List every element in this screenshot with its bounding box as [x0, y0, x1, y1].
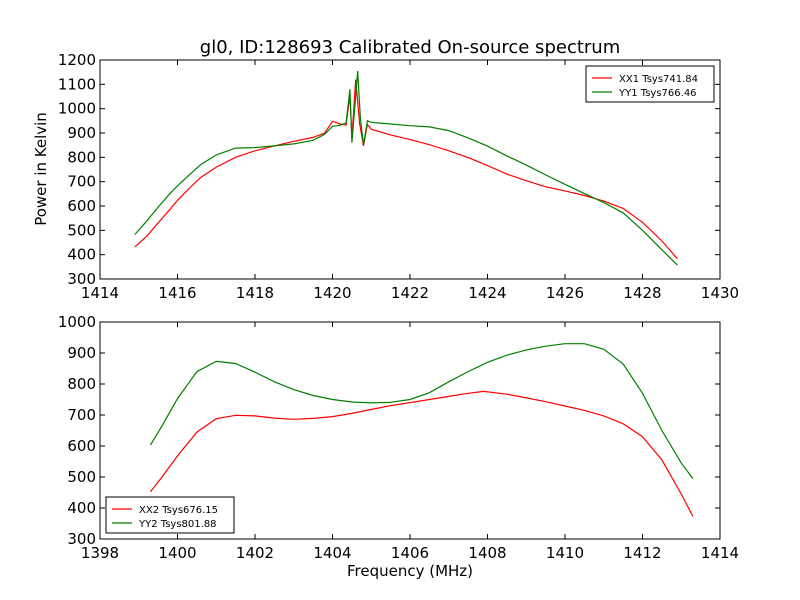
y-tick-label: 1000	[58, 313, 96, 331]
x-tick-label: 1414	[701, 544, 739, 562]
series-line-1	[149, 390, 694, 517]
y-axis-label: Power in Kelvin	[32, 112, 50, 226]
y-tick-label: 600	[67, 197, 96, 215]
bottom-chart: Frequency (MHz) 1398 1400 1402 1404 1406 1408…	[58, 313, 739, 580]
chart-title: gl0, ID:128693 Calibrated On-source spec…	[200, 37, 620, 58]
y-tick-label: 500	[67, 221, 96, 239]
x-tick-label: 1406	[391, 544, 429, 562]
top-chart: gl0, ID:128693 Calibrated On-source spec…	[32, 37, 739, 302]
legend-label: YY2 Tsys801.88	[138, 519, 217, 530]
y-tick-label: 500	[67, 468, 96, 486]
legend-label: YY1 Tsys766.46	[618, 88, 697, 99]
x-tick-label: 1428	[623, 284, 661, 302]
y-tick-label: 800	[67, 375, 96, 393]
x-tick-label: 1400	[158, 544, 196, 562]
y-tick-label: 400	[67, 499, 96, 517]
legend: XX2 Tsys676.15 YY2 Tsys801.88	[105, 496, 235, 534]
x-tick-label: 1426	[546, 284, 584, 302]
legend-label: XX2 Tsys676.15	[139, 505, 218, 516]
x-tick-label: 1424	[468, 284, 506, 302]
y-tick-label: 900	[67, 344, 96, 362]
legend-box	[105, 496, 235, 534]
x-tick-label: 1416	[158, 284, 196, 302]
x-tick-label: 1408	[468, 544, 506, 562]
y-tick-label: 1100	[58, 75, 96, 93]
y-tick-label: 700	[67, 173, 96, 191]
y-tick-label: 700	[67, 406, 96, 424]
y-tick-label: 300	[67, 530, 96, 548]
x-tick-label: 1402	[236, 544, 274, 562]
x-tick-label: 1412	[623, 544, 661, 562]
bottom-plot-area: 1398 1400 1402 1404 1406 1408 1410 1412 1414 300 4…	[58, 313, 739, 562]
y-tick-label: 300	[67, 270, 96, 288]
x-tick-label: 1422	[391, 284, 429, 302]
y-tick-label: 800	[67, 148, 96, 166]
legend: XX1 Tsys741.84 YY1 Tsys766.46	[585, 65, 715, 103]
series-line-2	[134, 70, 678, 266]
x-tick-label: 1414	[81, 284, 119, 302]
x-tick-label: 1404	[313, 544, 351, 562]
x-tick-label: 1410	[546, 544, 584, 562]
y-tick-label: 600	[67, 437, 96, 455]
x-tick-label: 1420	[313, 284, 351, 302]
y-tick-label: 1000	[58, 100, 96, 118]
x-tick-label: 1430	[701, 284, 739, 302]
y-tick-label: 900	[67, 124, 96, 142]
series-line-2	[149, 343, 694, 479]
series-line-1	[134, 79, 678, 260]
top-plot-area: 1414 1416 1418 1420 1422 1424 1426 1428 1430 300 4…	[58, 51, 739, 302]
legend-label: XX1 Tsys741.84	[619, 74, 698, 85]
x-tick-label: 1398	[81, 544, 119, 562]
y-tick-label: 1200	[58, 51, 96, 69]
x-axis-label: Frequency (MHz)	[347, 562, 473, 580]
legend-box	[585, 65, 715, 103]
y-tick-label: 400	[67, 246, 96, 264]
x-tick-label: 1418	[236, 284, 274, 302]
